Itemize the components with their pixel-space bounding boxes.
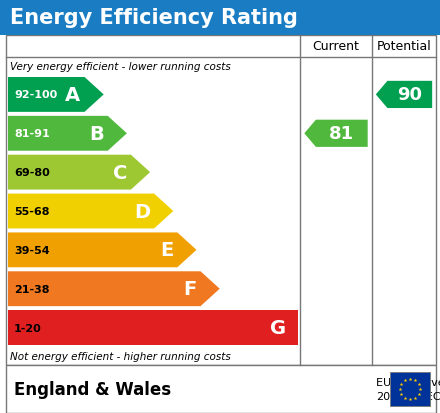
Text: D: D xyxy=(134,202,150,221)
Text: EU Directive: EU Directive xyxy=(376,377,440,387)
Bar xyxy=(390,372,430,406)
Polygon shape xyxy=(8,272,220,306)
Text: 81: 81 xyxy=(329,125,354,143)
Text: 69-80: 69-80 xyxy=(14,168,50,178)
Polygon shape xyxy=(8,155,150,190)
Text: G: G xyxy=(270,318,286,337)
Text: F: F xyxy=(183,280,197,299)
Polygon shape xyxy=(8,116,127,151)
Bar xyxy=(0,0,440,36)
Polygon shape xyxy=(8,78,104,113)
Text: 81-91: 81-91 xyxy=(14,129,50,139)
Text: 90: 90 xyxy=(397,86,422,104)
Text: England & Wales: England & Wales xyxy=(14,380,171,398)
Text: Not energy efficient - higher running costs: Not energy efficient - higher running co… xyxy=(10,351,231,361)
Polygon shape xyxy=(304,121,368,147)
Text: 55-68: 55-68 xyxy=(14,206,49,216)
Bar xyxy=(6,365,436,413)
Text: C: C xyxy=(113,163,127,182)
Text: 39-54: 39-54 xyxy=(14,245,50,255)
Text: Very energy efficient - lower running costs: Very energy efficient - lower running co… xyxy=(10,62,231,72)
Text: Potential: Potential xyxy=(377,40,431,53)
Text: B: B xyxy=(89,124,104,143)
Text: 2002/91/EC: 2002/91/EC xyxy=(376,391,440,401)
Polygon shape xyxy=(8,233,197,268)
Text: E: E xyxy=(160,241,173,260)
Text: A: A xyxy=(66,86,81,104)
Text: 1-20: 1-20 xyxy=(14,323,42,333)
Polygon shape xyxy=(8,194,173,229)
Bar xyxy=(6,36,436,365)
Text: 21-38: 21-38 xyxy=(14,284,49,294)
Text: 92-100: 92-100 xyxy=(14,90,57,100)
Text: Current: Current xyxy=(312,40,359,53)
Text: Energy Efficiency Rating: Energy Efficiency Rating xyxy=(10,8,298,28)
Polygon shape xyxy=(376,82,432,109)
Polygon shape xyxy=(8,311,298,345)
